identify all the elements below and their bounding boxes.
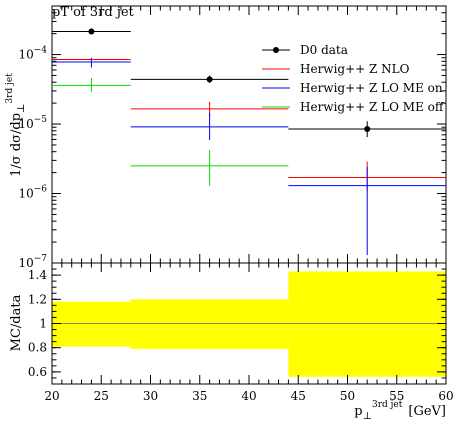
main-y-ticks: 10−410−510−610−7 xyxy=(18,5,447,270)
ratio-y-tick-label: 1.4 xyxy=(28,268,47,282)
main-y-tick-label: 10−6 xyxy=(18,185,47,201)
ratio-y-tick-label: 0.8 xyxy=(28,341,47,355)
main-y-axis-label-main: 1/σ dσ/dp xyxy=(9,113,24,177)
legend-entry-label: D0 data xyxy=(300,43,348,57)
ratio-x-tick-label: 35 xyxy=(192,389,207,403)
main-y-axis-label-sub: ⊥ xyxy=(16,104,27,113)
main-y-tick-label: 10−7 xyxy=(18,254,47,270)
ratio-x-tick-label: 45 xyxy=(291,389,306,403)
ratio-x-tick-label: 25 xyxy=(94,389,109,403)
main-y-axis-label-sup: 3rd jet xyxy=(5,73,15,104)
main-y-tick-label-base: 10 xyxy=(18,48,33,62)
main-y-axis-label: 1/σ dσ/dp⊥3rd jet xyxy=(5,73,27,177)
main-y-tick-label: 10−5 xyxy=(18,115,47,131)
legend-entry-label: Herwig++ Z NLO xyxy=(300,62,410,76)
main-y-tick-label-exp: −4 xyxy=(34,46,48,56)
ratio-x-tick-label: 50 xyxy=(340,389,355,403)
legend-swatch-dot xyxy=(273,47,279,53)
ratio-band-2 xyxy=(288,271,446,377)
x-axis-label-sub: ⊥ xyxy=(363,411,372,422)
main-y-tick-label-base: 10 xyxy=(18,187,33,201)
ratio-bands xyxy=(52,271,446,377)
ratio-x-tick-label: 40 xyxy=(241,389,256,403)
ratio-x-tick-label: 30 xyxy=(143,389,158,403)
main-y-tick-label: 10−4 xyxy=(18,46,47,62)
x-axis-label-unit: [GeV] xyxy=(408,404,446,419)
series-d0-data xyxy=(52,28,446,138)
main-plot-frame xyxy=(51,5,447,264)
series-herwig-z-lo-me-on xyxy=(52,57,446,256)
ratio-x-tick-label: 60 xyxy=(438,389,453,403)
ratio-x-tick-label: 55 xyxy=(389,389,404,403)
ratio-ticks: 20 25 30 35 40 45 50 55 60 0.6 0.8 1 1.2 1.4 xyxy=(28,263,454,403)
series-data-point xyxy=(364,125,371,132)
x-axis-label-main: p xyxy=(354,404,362,419)
main-y-tick-label-base: 10 xyxy=(18,256,33,270)
main-y-tick-label-exp: −7 xyxy=(34,254,48,264)
series-data-point xyxy=(88,28,95,35)
main-frame-rect xyxy=(51,5,447,264)
legend-entry-label: Herwig++ Z LO ME off xyxy=(300,100,445,114)
ratio-y-tick-label: 0.6 xyxy=(28,365,47,379)
series-herwig-z-nlo xyxy=(52,58,446,191)
main-y-tick-label-base: 10 xyxy=(18,117,33,131)
series-data-point xyxy=(206,76,213,83)
ratio-y-tick-label: 1 xyxy=(39,317,47,331)
ratio-x-tick-label: 20 xyxy=(44,389,59,403)
main-y-tick-label-exp: −5 xyxy=(34,115,48,125)
x-axis-label-sup: 3rd jet xyxy=(372,400,403,410)
series-herwig-z-lo-me-off xyxy=(52,77,289,186)
ratio-y-tick-label: 1.2 xyxy=(28,292,47,306)
legend-entry-label: Herwig++ Z LO ME on xyxy=(300,81,443,95)
ratio-y-axis-label: MC/data xyxy=(9,294,24,351)
ratio-band-0 xyxy=(52,301,131,347)
chart-title: pT of 3rd jet xyxy=(52,5,135,20)
x-axis-label: p⊥3rd jet [GeV] xyxy=(354,400,446,422)
legend: D0 data Herwig++ Z NLO Herwig++ Z LO ME on… xyxy=(262,43,445,114)
main-y-tick-label-exp: −6 xyxy=(34,185,48,195)
ratio-band-1 xyxy=(130,299,289,349)
main-series xyxy=(52,28,446,256)
